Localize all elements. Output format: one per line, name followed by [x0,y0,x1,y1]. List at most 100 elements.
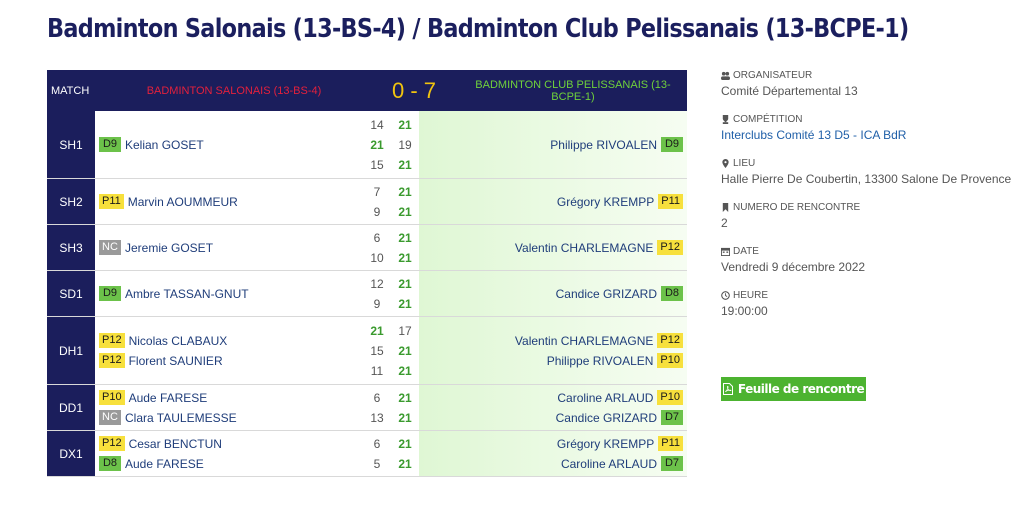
away-set-score: 21 [398,343,412,358]
player-name-link[interactable]: Grégory KREMPP [556,436,655,451]
match-column-label: MATCH [51,84,90,97]
home-set-score: 6 [373,390,381,405]
away-set-score: 21 [398,117,412,132]
match-row: DD1 P10 Aude FARESE NC Clara TAULEMESSE 6 21 13… [47,385,687,431]
player-rank-badge: P11 [658,194,683,209]
away-player: Caroline ARLAUD D7 [561,456,683,472]
player-name-link[interactable]: Philippe RIVOALEN [546,353,654,368]
home-set-score: 6 [373,436,381,451]
away-set-score: 21 [398,157,412,172]
match-row: DX1 P12 Cesar BENCTUN D8 Aude FARESE 6 21 5 21 Gr… [47,431,687,477]
player-rank-badge: P10 [99,390,125,405]
home-player: D8 Aude FARESE [99,456,363,472]
player-name-link[interactable]: Florent SAUNIER [128,353,223,368]
player-name-link[interactable]: Valentin CHARLEMAGNE [514,333,654,348]
player-rank-badge: P10 [657,390,683,405]
overall-score: 0 - 7 [391,77,437,103]
info-lieu-value: Halle Pierre De Coubertin, 13300 Salone … [721,172,1012,186]
away-set-score: 21 [398,230,412,245]
info-organisateur: ORGANISATEUR Comité Départemental 13 [721,70,1021,98]
info-numero-value: 2 [721,216,728,230]
away-player: Candice GRIZARD D7 [556,410,683,426]
player-name-link[interactable]: Caroline ARLAUD [560,456,657,471]
set-score: 13 21 [363,410,419,426]
match-category: DX1 [47,431,95,476]
player-name-link[interactable]: Kelian GOSET [125,137,204,152]
player-name-link[interactable]: Caroline ARLAUD [557,390,654,405]
player-rank-badge: P12 [99,436,125,451]
set-scores: 6 21 10 21 [363,225,419,270]
feuille-de-rencontre-button[interactable]: Feuille de rencontre [721,377,866,401]
info-date-label: DATE [733,246,759,257]
player-name-link[interactable]: Marvin AOUMMEUR [127,194,238,209]
match-table: MATCH BADMINTON SALONAIS (13-BS-4) 0 - 7… [47,70,687,477]
player-name-link[interactable]: Cesar BENCTUN [128,436,222,451]
map-marker-icon [722,159,729,168]
match-row: SH1 D9 Kelian GOSET 14 21 21 19 15 21 Philippe RI… [47,111,687,179]
player-name-link[interactable]: Aude FARESE [125,456,204,471]
set-score: 7 21 [363,184,419,200]
player-rank-badge: D9 [661,137,683,152]
match-category: DH1 [47,317,95,384]
home-team-name[interactable]: BADMINTON SALONAIS (13-BS-4) [146,84,322,97]
match-category: SH3 [47,225,95,270]
away-players: Grégory KREMPP P11 Caroline ARLAUD D7 [419,431,687,476]
info-organisateur-label: ORGANISATEUR [733,70,813,81]
player-rank-badge: P12 [99,333,125,348]
home-player: P12 Cesar BENCTUN [99,436,363,452]
player-name-link[interactable]: Valentin CHARLEMAGNE [514,240,654,255]
player-name-link[interactable]: Clara TAULEMESSE [125,410,237,425]
away-set-score: 21 [398,456,412,471]
set-score: 12 21 [363,276,419,292]
player-rank-badge: P12 [99,353,125,368]
away-team-name[interactable]: BADMINTON CLUB PELISSANAIS (13-BCPE-1) [475,78,671,103]
info-competition-link[interactable]: Interclubs Comité 13 D5 - ICA BdR [721,128,907,142]
home-set-score: 9 [373,204,381,219]
away-set-score: 21 [398,296,412,311]
info-lieu: LIEU Halle Pierre De Coubertin, 13300 Sa… [721,158,1021,186]
info-heure-label: HEURE [733,290,769,301]
match-category: DD1 [47,385,95,430]
player-name-link[interactable]: Candice GRIZARD [555,410,657,425]
page-title: Badminton Salonais (13-BS-4) / Badminton… [47,14,909,44]
away-players: Valentin CHARLEMAGNE P12 Philippe RIVOALEN… [419,317,687,384]
home-players: P10 Aude FARESE NC Clara TAULEMESSE [95,385,363,430]
player-rank-badge: P12 [657,333,683,348]
home-set-score: 15 [370,343,384,358]
info-date: DATE Vendredi 9 décembre 2022 [721,246,1021,274]
away-set-score: 21 [398,436,412,451]
home-player: P11 Marvin AOUMMEUR [99,194,363,210]
player-name-link[interactable]: Ambre TASSAN-GNUT [125,286,249,301]
match-table-header: MATCH BADMINTON SALONAIS (13-BS-4) 0 - 7… [47,70,687,111]
away-player: Grégory KREMPP P11 [557,194,683,210]
player-name-link[interactable]: Jeremie GOSET [125,240,214,255]
info-organisateur-value: Comité Départemental 13 [721,84,858,98]
info-numero: NUMERO DE RENCONTRE 2 [721,202,1021,230]
home-set-score: 11 [370,363,384,378]
player-name-link[interactable]: Nicolas CLABAUX [128,333,228,348]
home-set-score: 9 [373,296,381,311]
player-rank-badge: NC [99,410,121,425]
player-name-link[interactable]: Philippe RIVOALEN [550,137,657,152]
match-category: SH2 [47,179,95,224]
match-row: SH2 P11 Marvin AOUMMEUR 7 21 9 21 Grégory KREMP… [47,179,687,225]
away-player: Valentin CHARLEMAGNE P12 [515,333,683,349]
home-set-score: 15 [370,157,384,172]
player-rank-badge: D9 [99,137,121,152]
away-set-score: 21 [398,276,412,291]
away-player: Philippe RIVOALEN D9 [550,137,683,153]
player-name-link[interactable]: Grégory KREMPP [556,194,655,209]
info-heure-value: 19:00:00 [721,304,768,318]
match-row: SD1 D9 Ambre TASSAN-GNUT 12 21 9 21 Candice GRI… [47,271,687,317]
set-score: 6 21 [363,230,419,246]
player-rank-badge: NC [99,240,121,255]
player-rank-badge: D7 [661,456,683,471]
info-heure: HEURE 19:00:00 [721,290,1021,318]
player-name-link[interactable]: Aude FARESE [128,390,208,405]
home-set-score: 21 [370,323,384,338]
player-rank-badge: P11 [658,436,683,451]
player-name-link[interactable]: Candice GRIZARD [555,286,657,301]
home-player: P12 Nicolas CLABAUX [99,333,363,349]
away-player: Philippe RIVOALEN P10 [547,353,683,369]
match-row: SH3 NC Jeremie GOSET 6 21 10 21 Valentin CHARLE… [47,225,687,271]
